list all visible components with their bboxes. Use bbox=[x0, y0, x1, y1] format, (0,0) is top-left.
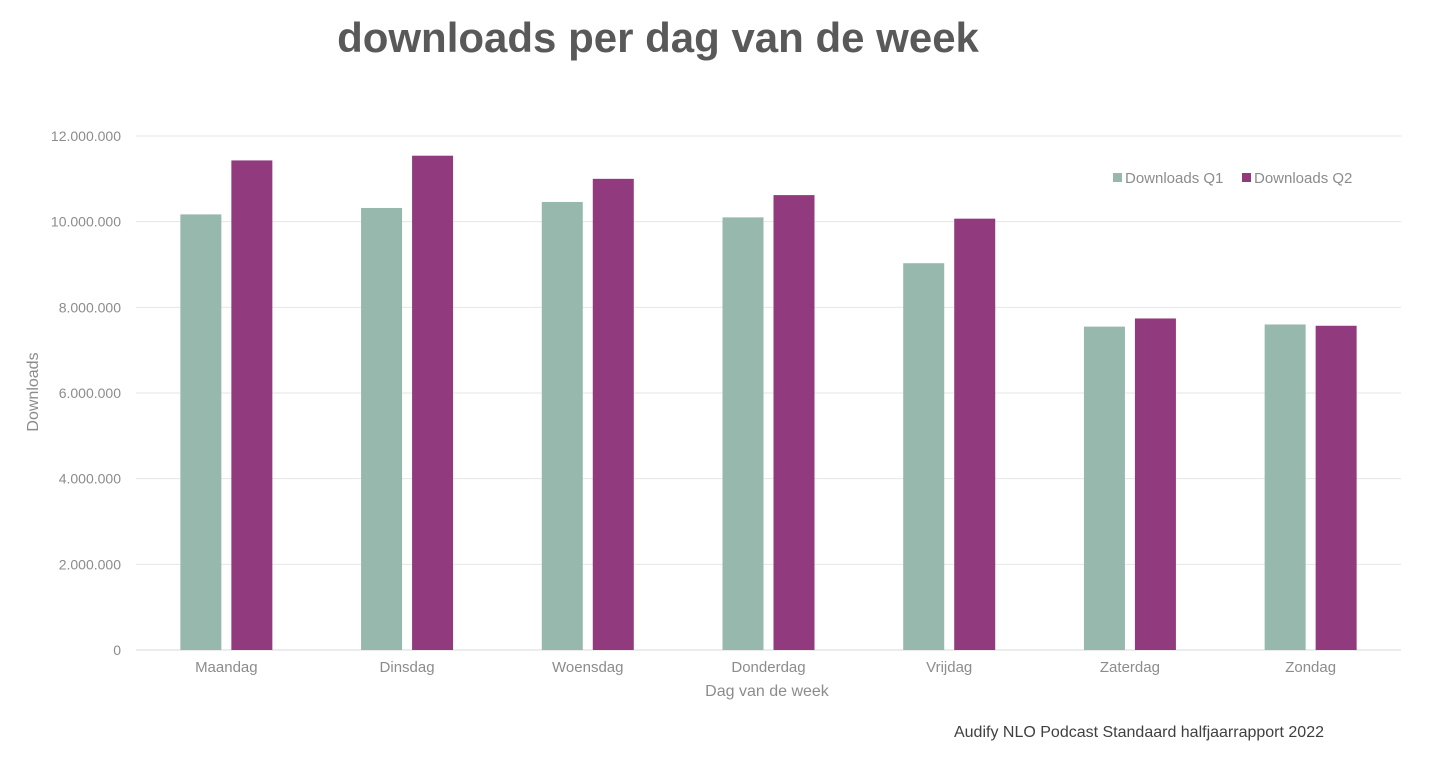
y-axis-label: Downloads bbox=[25, 352, 42, 431]
bar-q2 bbox=[1315, 325, 1357, 650]
y-tick-label: 2.000.000 bbox=[59, 556, 121, 572]
bar-q1 bbox=[361, 207, 403, 650]
x-tick-label: Vrijdag bbox=[926, 659, 972, 676]
x-tick-label: Woensdag bbox=[552, 659, 623, 676]
bar-q2 bbox=[954, 218, 996, 650]
x-tick-label: Zaterdag bbox=[1100, 659, 1160, 676]
y-tick-label: 4.000.000 bbox=[59, 471, 121, 487]
legend-q2-swatch bbox=[1242, 173, 1251, 182]
y-tick-label: 8.000.000 bbox=[59, 299, 121, 315]
bar-q2 bbox=[412, 155, 454, 650]
bar-q1 bbox=[1083, 326, 1125, 650]
bar-q2 bbox=[592, 178, 634, 651]
x-axis-label: Dag van de week bbox=[705, 683, 830, 700]
x-tick-label: Donderdag bbox=[731, 659, 805, 676]
x-tick-label: Maandag bbox=[195, 659, 258, 676]
bar-q2 bbox=[231, 160, 273, 651]
chart-title: downloads per dag van de week bbox=[337, 14, 979, 61]
legend-q2-label: Downloads Q2 bbox=[1254, 170, 1352, 187]
source-note: Audify NLO Podcast Standaard halfjaarrap… bbox=[953, 724, 1324, 741]
y-tick-label: 12.000.000 bbox=[51, 128, 121, 144]
bar-q1 bbox=[180, 214, 222, 650]
bar-q1 bbox=[541, 201, 583, 651]
x-tick-label: Zondag bbox=[1285, 659, 1336, 676]
bar-q1 bbox=[903, 263, 945, 650]
bar-q2 bbox=[1134, 318, 1176, 650]
legend-q1-label: Downloads Q1 bbox=[1125, 170, 1223, 187]
bar-q1 bbox=[722, 217, 764, 650]
bar-q1 bbox=[1264, 324, 1306, 650]
y-tick-label: 6.000.000 bbox=[59, 385, 121, 401]
x-tick-label: Dinsdag bbox=[380, 659, 435, 676]
y-tick-label: 0 bbox=[113, 642, 121, 658]
y-tick-label: 10.000.000 bbox=[51, 214, 121, 230]
bar-q2 bbox=[773, 195, 815, 651]
legend-q1-swatch bbox=[1113, 173, 1122, 182]
